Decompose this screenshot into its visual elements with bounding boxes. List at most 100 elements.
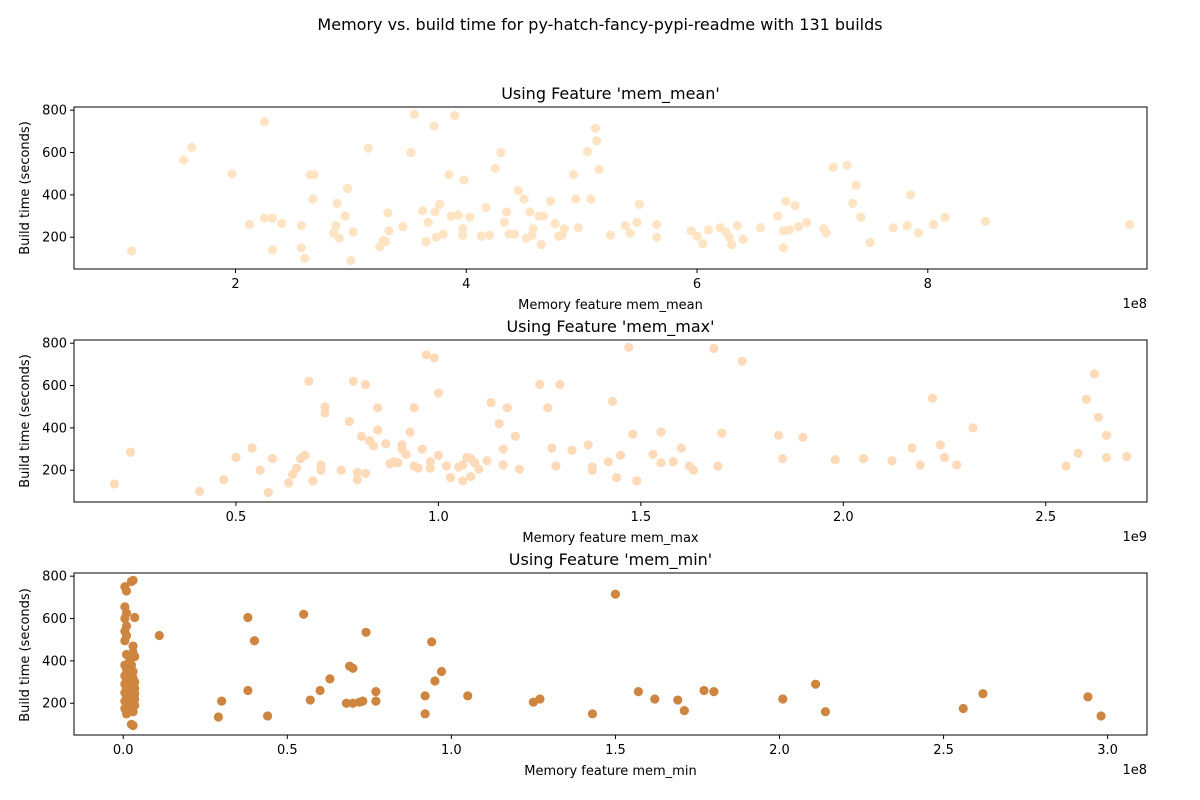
scatter-point <box>510 229 520 239</box>
scatter-point <box>592 136 602 146</box>
scatter-point <box>810 679 821 689</box>
scatter-point <box>340 211 350 221</box>
scatter-point <box>438 229 448 239</box>
scatter-point <box>433 388 444 398</box>
x-tick-label: 2.0 <box>833 510 854 525</box>
scatter-point <box>466 471 476 482</box>
x-tick-label: 0.5 <box>226 510 247 525</box>
scatter-point <box>1125 219 1135 230</box>
scatter-point <box>417 206 428 216</box>
axis-ticks: 0.0 0.5 1.0 1.5 2.0 2.5 3.0 200 400 600 800 <box>42 570 1118 758</box>
x-offset-label: 1e9 <box>1122 530 1147 545</box>
scatter-point <box>510 431 520 441</box>
scatter-point <box>352 475 363 485</box>
x-tick-label: 1.5 <box>605 743 626 758</box>
scatter-point <box>587 709 598 719</box>
scatter-point <box>429 353 439 363</box>
scatter-point <box>381 439 391 449</box>
scatter-points <box>127 109 1135 266</box>
scatter-point <box>773 211 783 221</box>
scatter-point <box>128 666 138 677</box>
scatter-point <box>616 450 626 461</box>
scatter-point <box>348 663 358 673</box>
scatter-point <box>363 143 373 153</box>
scatter-point <box>458 476 468 486</box>
scatter-point <box>781 196 791 206</box>
y-tick-label: 200 <box>42 464 67 479</box>
panel-title: Using Feature 'mem_max' <box>506 317 714 337</box>
scatter-point <box>587 465 597 475</box>
scatter-point <box>652 219 662 230</box>
scatter-point <box>346 255 356 266</box>
scatter-point <box>244 219 254 230</box>
scatter-point <box>688 465 699 475</box>
panel-mem-min: Using Feature 'mem_min' Build time (seco… <box>18 550 1148 779</box>
scatter-point <box>397 440 407 450</box>
scatter-point <box>624 342 634 353</box>
x-tick-label: 3.0 <box>1097 743 1118 758</box>
scatter-point <box>435 199 445 210</box>
scatter-point <box>441 461 452 471</box>
scatter-point <box>939 452 950 463</box>
scatter-point <box>656 427 666 437</box>
scatter-point <box>1061 461 1071 471</box>
scatter-point <box>865 237 875 248</box>
scatter-point <box>499 217 509 228</box>
scatter-point <box>344 416 354 427</box>
scatter-point <box>851 180 861 190</box>
scatter-point <box>458 230 468 240</box>
scatter-point <box>1081 394 1091 404</box>
scatter-point <box>371 696 381 706</box>
scatter-point <box>1089 369 1099 379</box>
scatter-point <box>481 202 491 213</box>
y-tick-label: 400 <box>42 188 67 203</box>
scatter-point <box>187 142 197 152</box>
x-axis-label: Memory feature mem_mean <box>518 298 703 313</box>
scatter-point <box>445 473 456 483</box>
y-tick-label: 600 <box>42 146 67 161</box>
scatter-point <box>393 458 403 468</box>
scatter-point <box>732 220 743 231</box>
y-tick-label: 200 <box>42 231 67 246</box>
scatter-point <box>738 234 748 244</box>
scatter-point <box>130 694 140 704</box>
scatter-point <box>679 706 689 716</box>
scatter-point <box>842 160 852 170</box>
scatter-point <box>538 211 549 221</box>
scatter-point <box>433 450 444 461</box>
scatter-point <box>536 240 546 250</box>
scatter-point <box>130 652 140 662</box>
scatter-point <box>628 429 638 439</box>
scatter-point <box>360 468 371 479</box>
scatter-point <box>336 465 346 475</box>
scatter-point <box>243 685 253 696</box>
scatter-point <box>299 609 309 619</box>
scatter-point <box>425 463 435 473</box>
scatter-point <box>348 227 358 237</box>
scatter-point <box>436 666 447 677</box>
scatter-point <box>300 253 310 264</box>
scatter-point <box>582 146 593 157</box>
scatter-point <box>398 222 408 232</box>
scatter-point <box>420 691 430 701</box>
scatter-point <box>247 443 257 453</box>
scatter-point <box>373 403 383 413</box>
scatter-point <box>243 612 253 623</box>
y-tick-label: 800 <box>42 337 67 352</box>
scatter-point <box>309 170 319 180</box>
y-tick-label: 200 <box>42 697 67 712</box>
scatter-point <box>543 403 553 413</box>
scatter-point <box>304 376 314 386</box>
panel-title: Using Feature 'mem_min' <box>509 550 712 570</box>
scatter-point <box>773 430 784 440</box>
scatter-point <box>915 460 925 470</box>
scatter-point <box>348 376 358 386</box>
plot-frame <box>73 106 1148 270</box>
scatter-point <box>423 217 433 228</box>
scatter-point <box>958 703 968 714</box>
scatter-point <box>263 487 273 498</box>
scatter-point <box>490 163 500 174</box>
scatter-point <box>405 427 415 437</box>
scatter-point <box>713 461 723 471</box>
scatter-point <box>320 408 330 418</box>
